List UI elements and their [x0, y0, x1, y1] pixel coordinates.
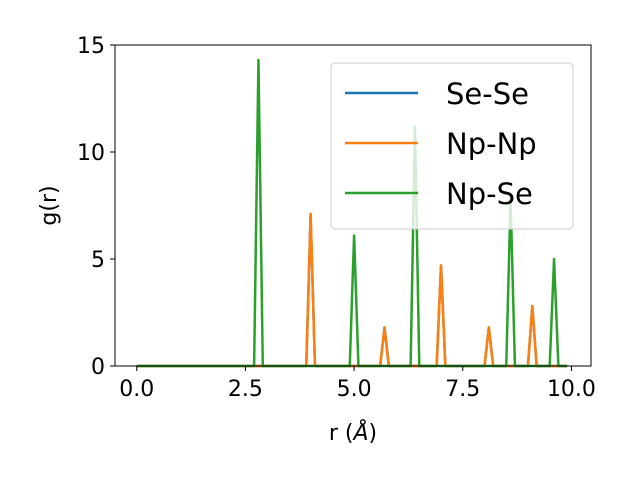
x-tick-label: 7.5 [445, 377, 480, 402]
y-tick-label: 0 [91, 355, 105, 380]
y-axis-label: g(r) [37, 185, 62, 225]
legend-label: Se-Se [446, 77, 529, 111]
y-tick-label: 10 [77, 141, 105, 166]
x-tick-label: 10.0 [547, 377, 596, 402]
x-axis-label: r (Å) [329, 419, 377, 446]
legend-label: Np-Np [446, 127, 537, 161]
x-axis: 0.0 2.5 5.0 7.5 10.0 [119, 366, 596, 402]
x-tick-label: 5.0 [337, 377, 372, 402]
legend: Se-Se Np-Np Np-Se [331, 63, 573, 229]
x-tick-label: 2.5 [228, 377, 263, 402]
legend-label: Np-Se [446, 177, 533, 211]
x-tick-label: 0.0 [119, 377, 154, 402]
y-tick-label: 5 [91, 248, 105, 273]
y-axis: 0 5 10 15 [77, 34, 115, 380]
y-tick-label: 15 [77, 34, 105, 59]
